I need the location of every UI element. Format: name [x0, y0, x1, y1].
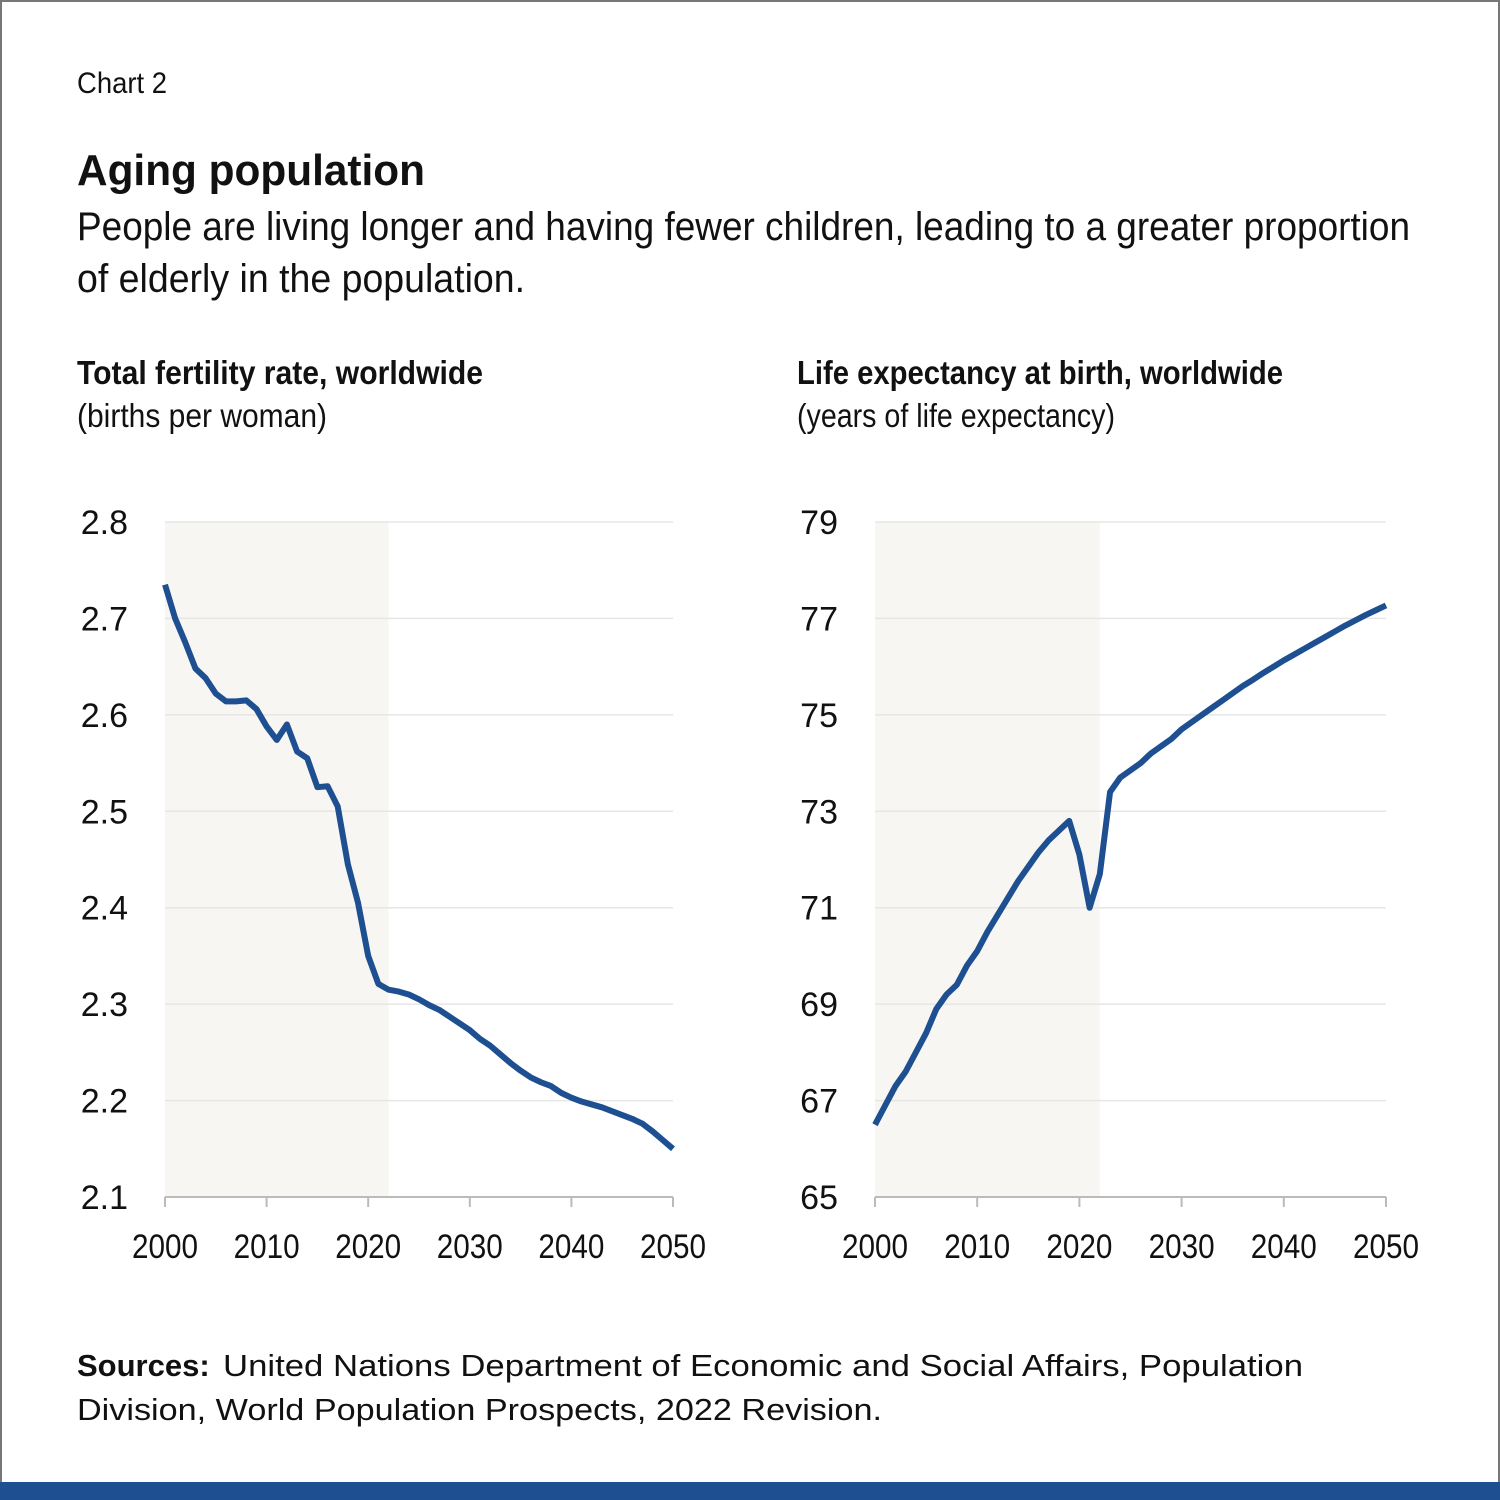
panel-title: Total fertility rate, worldwide	[77, 354, 483, 391]
y-tick-label: 77	[800, 600, 838, 638]
source-text: Division, World Population Prospects, 20…	[77, 1392, 882, 1427]
panel-subtitle: (births per woman)	[77, 397, 327, 434]
y-tick-label: 2.3	[81, 986, 128, 1024]
x-tick-label: 2030	[437, 1228, 503, 1266]
x-tick-label: 2020	[1046, 1228, 1112, 1266]
x-tick-label: 2040	[538, 1228, 604, 1266]
y-tick-label: 2.1	[81, 1179, 128, 1217]
y-tick-label: 79	[800, 504, 838, 542]
x-tick-label: 2040	[1251, 1228, 1317, 1266]
footer-bar	[0, 1482, 1500, 1500]
source-text: United Nations Department of Economic an…	[223, 1348, 1303, 1383]
shaded-region	[875, 522, 1100, 1197]
subtitle: People are living longer and having fewe…	[77, 205, 1410, 249]
x-tick-label: 2050	[1353, 1228, 1419, 1266]
x-tick-label: 2030	[1149, 1228, 1215, 1266]
y-tick-label: 71	[800, 890, 838, 928]
y-tick-label: 2.8	[81, 504, 128, 542]
y-tick-label: 2.2	[81, 1083, 128, 1121]
x-tick-label: 2010	[234, 1228, 300, 1266]
chart-label: Chart 2	[77, 67, 167, 100]
x-tick-label: 2000	[842, 1228, 908, 1266]
y-tick-label: 67	[800, 1083, 838, 1121]
subtitle: of elderly in the population.	[77, 257, 525, 301]
shaded-region	[165, 522, 389, 1197]
y-tick-label: 69	[800, 986, 838, 1024]
line-series	[162, 583, 675, 1152]
panel-subtitle: (years of life expectancy)	[797, 397, 1115, 434]
y-tick-label: 73	[800, 793, 838, 831]
x-tick-label: 2000	[132, 1228, 198, 1266]
x-tick-label: 2050	[640, 1228, 706, 1266]
y-tick-label: 2.5	[81, 793, 128, 831]
source-label: Sources:	[77, 1348, 210, 1383]
title: Aging population	[77, 146, 425, 195]
y-tick-label: 65	[800, 1179, 838, 1217]
y-tick-label: 2.4	[81, 890, 128, 928]
y-tick-label: 2.6	[81, 697, 128, 735]
y-tick-label: 2.7	[81, 600, 128, 638]
y-tick-label: 75	[800, 697, 838, 735]
x-tick-label: 2010	[944, 1228, 1010, 1266]
panel-title: Life expectancy at birth, worldwide	[797, 354, 1283, 391]
x-tick-label: 2020	[335, 1228, 401, 1266]
line-series	[872, 602, 1388, 1127]
